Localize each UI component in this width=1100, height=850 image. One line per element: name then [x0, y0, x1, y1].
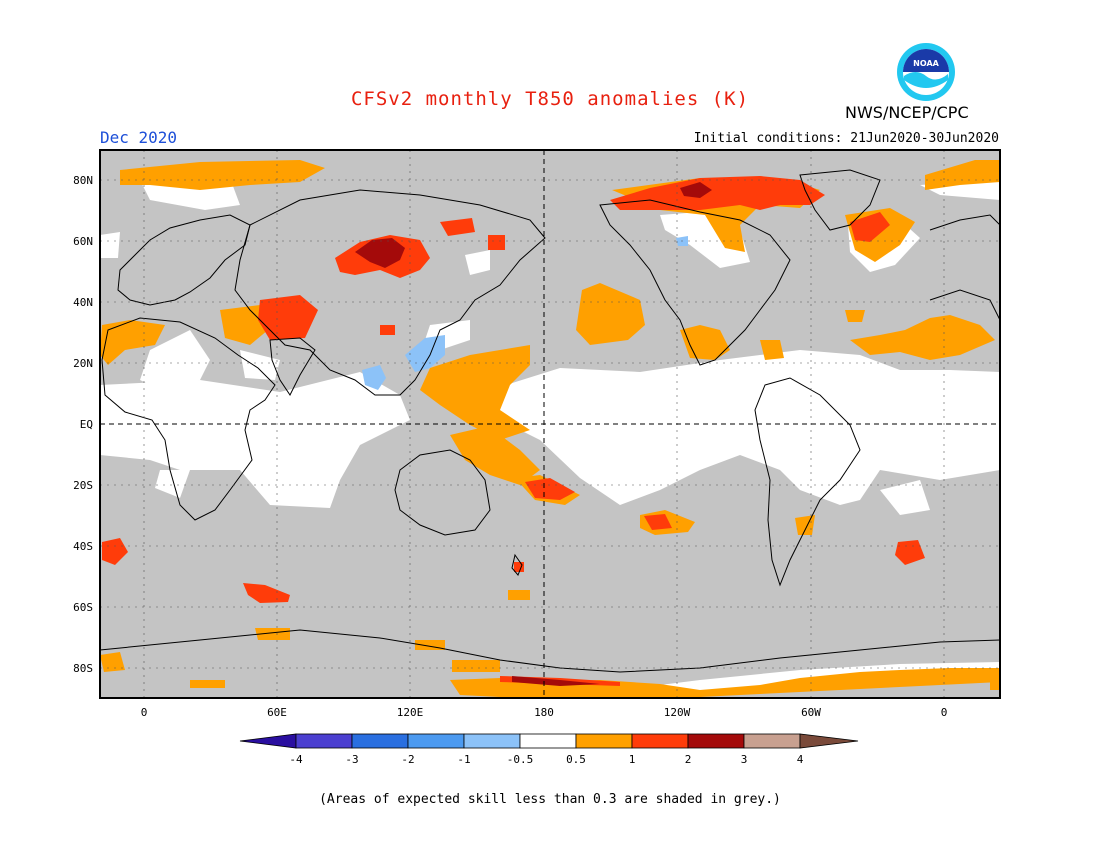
valid-month-label: Dec 2020 — [100, 128, 178, 147]
colorbar-swatch — [743, 733, 801, 749]
lat-label: 80N — [73, 174, 93, 187]
colorbar-label: 4 — [797, 753, 804, 766]
colorbar-label: 1 — [629, 753, 636, 766]
colorbar-label: -3 — [345, 753, 358, 766]
map-frame — [99, 149, 1001, 699]
colorbar-label: 3 — [741, 753, 748, 766]
colorbar-label: -0.5 — [507, 753, 534, 766]
lon-label: 0 — [941, 706, 948, 719]
colorbar-swatch — [407, 733, 465, 749]
colorbar-label: -2 — [401, 753, 414, 766]
anomaly-2-3 — [355, 182, 712, 686]
colorbar-label: 2 — [685, 753, 692, 766]
colorbar-arrow-low — [239, 733, 297, 749]
lat-label: 40S — [73, 540, 93, 553]
lon-label: 0 — [141, 706, 148, 719]
lon-labels: 0 60E 120E 180 120W 60W 0 — [141, 706, 948, 719]
colorbar-swatch — [519, 733, 577, 749]
lat-label: 20N — [73, 357, 93, 370]
lon-label: 60E — [267, 706, 287, 719]
lon-label: 180 — [534, 706, 554, 719]
colorbar-label: 0.5 — [566, 753, 586, 766]
lat-label: 60N — [73, 235, 93, 248]
reference-lines — [100, 150, 1000, 698]
lon-label: 60W — [801, 706, 821, 719]
lat-label: 80S — [73, 662, 93, 675]
coastlines — [99, 169, 1001, 673]
colorbar-swatch — [351, 733, 409, 749]
lat-label: 60S — [73, 601, 93, 614]
lon-label: 120W — [664, 706, 691, 719]
organization-label: NWS/NCEP/CPC — [845, 103, 969, 122]
initial-conditions-label: Initial conditions: 21Jun2020-30Jun2020 — [693, 131, 999, 146]
colorbar-swatch — [295, 733, 353, 749]
colorbar-swatch — [687, 733, 745, 749]
lon-label: 120E — [397, 706, 424, 719]
colorbar-swatch — [631, 733, 689, 749]
logo-text: NOAA — [913, 59, 939, 68]
colorbar-swatch — [575, 733, 633, 749]
colorbar-arrow-high — [799, 733, 859, 749]
lat-label: 20S — [73, 479, 93, 492]
colorbar-label: -1 — [457, 753, 470, 766]
colorbar-label: -4 — [289, 753, 303, 766]
map-title: CFSv2 monthly T850 anomalies (K) — [350, 88, 750, 110]
colorbar-swatch — [463, 733, 521, 749]
skill-footnote: (Areas of expected skill less than 0.3 a… — [319, 792, 781, 807]
noaa-logo: NOAA — [897, 43, 955, 101]
lat-label: EQ — [80, 418, 93, 431]
lat-labels: 80N 60N 40N 20N EQ 20S 40S 60S 80S — [73, 174, 93, 675]
lat-label: 40N — [73, 296, 93, 309]
